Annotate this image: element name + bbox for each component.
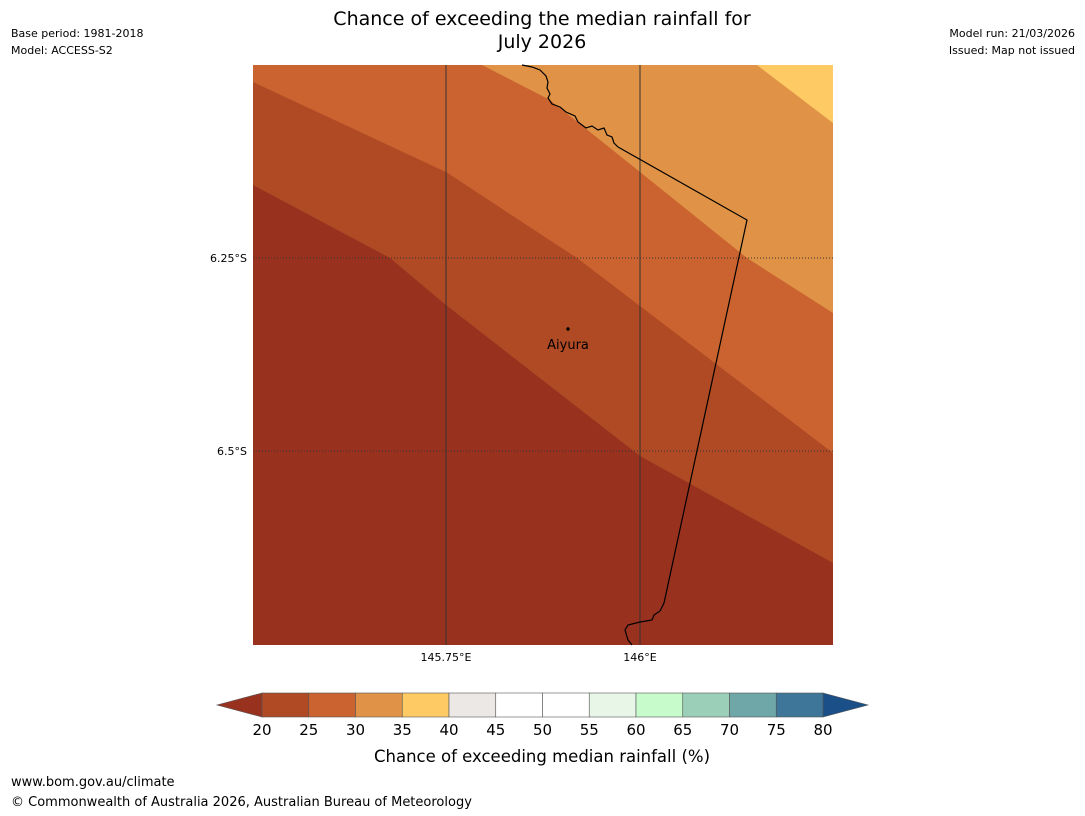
band-35-40 bbox=[482, 65, 833, 313]
colorbar-segment-45-50 bbox=[495, 692, 543, 718]
lat-label-6-5: 6.5°S bbox=[217, 445, 247, 458]
colorbar-tick-65: 65 bbox=[673, 721, 692, 739]
footer-url: www.bom.gov.au/climate bbox=[11, 775, 175, 790]
issued-text: Issued: Map not issued bbox=[948, 44, 1075, 57]
base-period-text: Base period: 1981-2018 bbox=[11, 27, 144, 40]
model-text: Model: ACCESS-S2 bbox=[11, 44, 113, 57]
colorbar-segment-75-80 bbox=[775, 692, 824, 718]
colorbar-tick-75: 75 bbox=[767, 721, 786, 739]
colorbar-segment-65-70 bbox=[682, 692, 730, 718]
band-40-45 bbox=[757, 65, 833, 123]
colorbar-tick-30: 30 bbox=[346, 721, 365, 739]
lon-label-145-75: 145.75°E bbox=[421, 651, 472, 664]
colorbar-over-arrow bbox=[822, 692, 870, 718]
colorbar-segment-25-30 bbox=[308, 692, 356, 718]
coastline-border bbox=[521, 64, 748, 646]
colorbar-segment-20-25 bbox=[261, 692, 310, 718]
colorbar-tick-20: 20 bbox=[252, 721, 271, 739]
colorbar-segment-35-40 bbox=[401, 692, 450, 718]
title-line2: July 2026 bbox=[497, 31, 587, 53]
header-left: Base period: 1981-2018 Model: ACCESS-S2 bbox=[11, 25, 143, 59]
colorbar-ticks: 20 25 30 35 40 45 50 55 60 65 70 75 80 bbox=[252, 721, 832, 739]
colorbar-segment-55-60 bbox=[588, 692, 637, 718]
colorbar-under-arrow bbox=[215, 692, 263, 718]
colorbar-segment-50-55 bbox=[542, 692, 590, 718]
colorbar-tick-60: 60 bbox=[626, 721, 645, 739]
colorbar-tick-50: 50 bbox=[533, 721, 552, 739]
colorbar-tick-35: 35 bbox=[393, 721, 412, 739]
colorbar-segment-30-35 bbox=[355, 692, 403, 718]
colorbar-tick-25: 25 bbox=[299, 721, 318, 739]
place-dot bbox=[566, 327, 570, 331]
colorbar-segment-40-45 bbox=[448, 692, 497, 718]
colorbar: 20 25 30 35 40 45 50 55 60 65 70 75 80 Chance of exc… bbox=[215, 692, 870, 766]
map-panel: Aiyura 6.25°S 6.5°S 145.75°E 146°E bbox=[210, 64, 833, 664]
lat-label-6-25: 6.25°S bbox=[210, 252, 247, 265]
colorbar-tick-45: 45 bbox=[486, 721, 505, 739]
colorbar-segment-60-65 bbox=[635, 692, 684, 718]
axis-labels: 6.25°S 6.5°S 145.75°E 146°E bbox=[210, 252, 657, 664]
map-title: Chance of exceeding the median rainfall … bbox=[242, 8, 842, 54]
colorbar-tick-40: 40 bbox=[439, 721, 458, 739]
rainfall-field bbox=[253, 65, 833, 645]
header-right: Model run: 21/03/2026 Issued: Map not is… bbox=[949, 25, 1075, 59]
footer-copyright: © Commonwealth of Australia 2026, Austra… bbox=[11, 795, 472, 810]
place-marker: Aiyura bbox=[547, 327, 589, 353]
province-border bbox=[617, 146, 748, 646]
graticule bbox=[253, 65, 833, 645]
title-line1: Chance of exceeding the median rainfall … bbox=[333, 8, 751, 30]
colorbar-tick-80: 80 bbox=[813, 721, 832, 739]
place-label-aiyura: Aiyura bbox=[547, 338, 589, 353]
lon-label-146: 146°E bbox=[623, 651, 656, 664]
coastline bbox=[521, 64, 619, 148]
colorbar-segment-70-75 bbox=[729, 692, 777, 718]
colorbar-segments bbox=[215, 692, 870, 718]
colorbar-tick-70: 70 bbox=[720, 721, 739, 739]
model-run-text: Model run: 21/03/2026 bbox=[949, 27, 1075, 40]
colorbar-label: Chance of exceeding median rainfall (%) bbox=[374, 747, 710, 766]
colorbar-tick-55: 55 bbox=[580, 721, 599, 739]
